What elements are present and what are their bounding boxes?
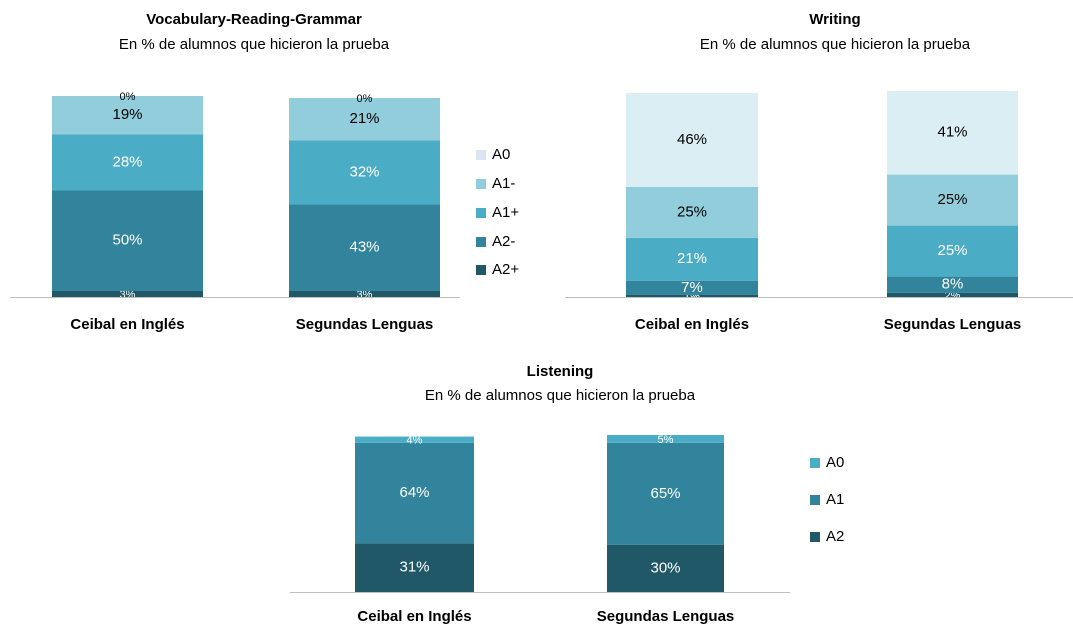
bar-segment xyxy=(355,436,474,443)
value-label: 43% xyxy=(349,239,379,256)
legend-label: A2- xyxy=(492,233,515,250)
value-label: 21% xyxy=(349,110,379,127)
bar-segment xyxy=(626,294,758,297)
category-label: Ceibal en Inglés xyxy=(357,608,471,624)
category-label: Ceibal en Inglés xyxy=(70,316,184,333)
value-label: 31% xyxy=(399,559,429,576)
value-label: 28% xyxy=(112,153,142,170)
bar-segment xyxy=(626,93,758,187)
legend-label: A0 xyxy=(492,146,510,163)
chart-subtitle: En % de alumnos que hicieron la prueba xyxy=(425,387,696,404)
value-label: 41% xyxy=(937,124,967,141)
bar-segment xyxy=(607,442,724,545)
value-label: 8% xyxy=(942,276,964,293)
category-label: Ceibal en Inglés xyxy=(635,316,749,333)
legend-label: A1 xyxy=(826,491,844,508)
value-label: 0% xyxy=(120,91,136,103)
bar-segment xyxy=(289,204,440,291)
value-label: 25% xyxy=(677,203,707,220)
value-label: 19% xyxy=(112,106,142,123)
bar-segment xyxy=(607,435,724,443)
legend-swatch xyxy=(476,179,486,189)
value-label: 50% xyxy=(112,232,142,249)
value-label: 25% xyxy=(937,242,967,259)
value-label: 21% xyxy=(677,250,707,267)
legend-swatch xyxy=(476,150,486,160)
category-label: Segundas Lenguas xyxy=(884,316,1022,333)
bar-segment xyxy=(626,237,758,281)
bar-segment xyxy=(887,225,1018,277)
legend-swatch xyxy=(476,265,486,275)
bar-segment xyxy=(887,276,1018,293)
bar-segment xyxy=(626,280,758,295)
legend-label: A1- xyxy=(492,175,515,192)
bar-segment xyxy=(52,134,203,191)
legend-swatch xyxy=(476,208,486,218)
legend-swatch xyxy=(810,458,820,468)
bar-segment xyxy=(52,96,203,135)
value-label: 0% xyxy=(357,93,373,105)
legend-swatch xyxy=(810,532,820,542)
bar-segment xyxy=(289,290,440,297)
chart-subtitle: En % de alumnos que hicieron la prueba xyxy=(700,36,971,53)
value-label: 4% xyxy=(407,435,423,447)
legend-swatch xyxy=(476,237,486,247)
bar-segment xyxy=(355,543,474,592)
legend-swatch xyxy=(810,495,820,505)
bar-segment xyxy=(887,292,1018,297)
bar-segment xyxy=(607,544,724,592)
legend-label: A1+ xyxy=(492,204,519,221)
value-label: 25% xyxy=(937,191,967,208)
chart-title: Listening xyxy=(527,363,594,380)
value-label: 5% xyxy=(658,434,674,446)
value-label: 7% xyxy=(681,279,703,296)
chart-subtitle: En % de alumnos que hicieron la prueba xyxy=(119,36,390,53)
bar-segment xyxy=(289,140,440,205)
legend-label: A2+ xyxy=(492,261,519,278)
bar-segment xyxy=(626,186,758,238)
bar-segment xyxy=(52,190,203,291)
category-label: Segundas Lenguas xyxy=(597,608,735,624)
value-label: 46% xyxy=(677,131,707,148)
chart-title: Writing xyxy=(809,11,860,28)
category-label: Segundas Lenguas xyxy=(296,316,434,333)
bar-segment xyxy=(289,98,440,141)
value-label: 65% xyxy=(650,485,680,502)
bar-segment xyxy=(887,90,1018,175)
legend-label: A2 xyxy=(826,528,844,545)
legend-label: A0 xyxy=(826,454,844,471)
value-label: 30% xyxy=(650,559,680,576)
chart-title: Vocabulary-Reading-Grammar xyxy=(146,11,362,28)
bar-segment xyxy=(52,290,203,297)
value-label: 64% xyxy=(399,484,429,501)
bar-segment xyxy=(887,174,1018,226)
bar-segment xyxy=(355,442,474,544)
value-label: 32% xyxy=(349,163,379,180)
